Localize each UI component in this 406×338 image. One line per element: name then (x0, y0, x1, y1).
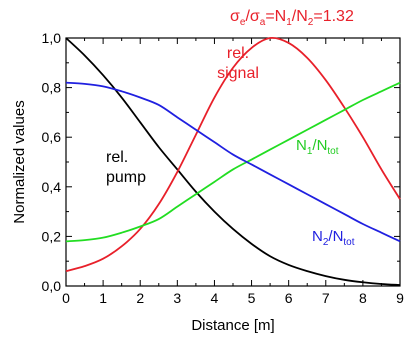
axis-ticks (65, 37, 401, 287)
series-line-0 (65, 37, 401, 286)
x-tick-label: 9 (396, 290, 404, 306)
y-tick-label: 0,0 (42, 278, 62, 294)
y-tick-label: 0,8 (42, 80, 62, 96)
pump-label-line2: pump (106, 169, 146, 186)
x-tick-label: 2 (136, 290, 144, 306)
x-tick-label: 0 (62, 290, 70, 306)
y-tick-label: 0,6 (42, 129, 62, 145)
x-tick-label: 5 (248, 290, 256, 306)
x-axis-title: Distance [m] (191, 317, 274, 334)
signal-label-line2: signal (217, 65, 259, 82)
pump-label-line1: rel. (106, 149, 128, 166)
axis-tick-labels: 0 1 2 3 4 5 6 7 8 9 0,0 0,2 0,4 0,6 0,8 1,0 (42, 30, 405, 306)
series-layer (65, 36, 401, 286)
n2-label: N2/Ntot (312, 228, 355, 248)
x-tick-label: 4 (211, 290, 219, 306)
series-line-1 (65, 36, 401, 272)
x-tick-label: 1 (99, 290, 107, 306)
series-line-2 (65, 81, 401, 243)
signal-label-line1: rel. (227, 45, 249, 62)
y-tick-label: 0,2 (42, 228, 62, 244)
y-tick-label: 1,0 (42, 30, 62, 46)
x-tick-label: 3 (173, 290, 181, 306)
n1-label: N1/Ntot (296, 137, 339, 157)
x-tick-label: 8 (359, 290, 367, 306)
ratio-label: σe/σa=N1/N2=1.32 (230, 8, 354, 28)
y-axis-title: Normalized values (11, 100, 28, 223)
series-line-3 (65, 81, 401, 243)
x-tick-label: 6 (285, 290, 293, 306)
x-tick-label: 7 (322, 290, 330, 306)
y-tick-label: 0,4 (42, 179, 62, 195)
